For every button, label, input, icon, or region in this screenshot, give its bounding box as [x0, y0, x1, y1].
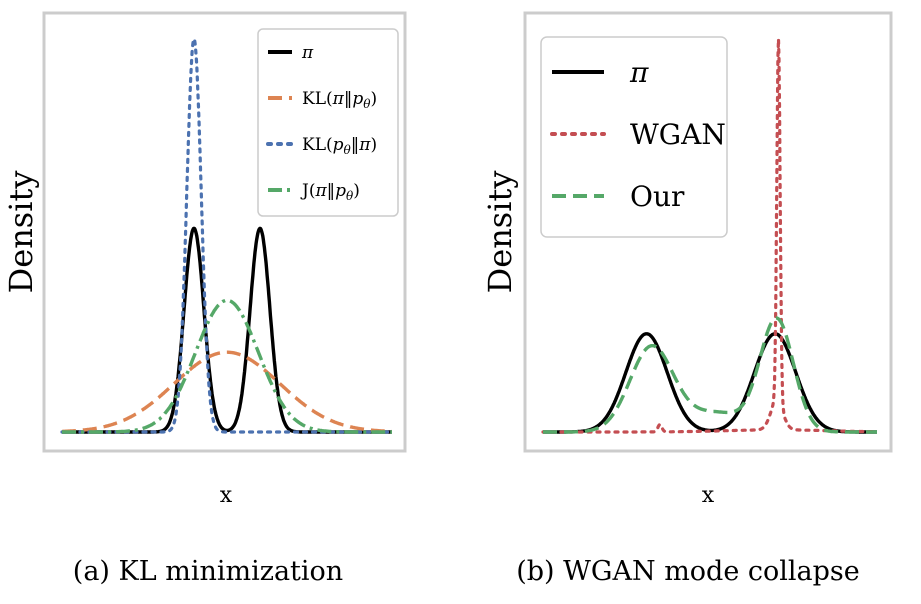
- legend-label-j-p: J(π‖pθ): [300, 181, 360, 203]
- legend-label-kl-p: KL(π‖pθ): [302, 89, 377, 111]
- series-line-kl-p: [62, 350, 392, 434]
- legend-label-our: Our: [630, 180, 685, 213]
- panel-a-ylabel: Density: [2, 171, 40, 294]
- panel-a-curves: [60, 35, 394, 434]
- panel-a-caption: (a) KL minimization: [73, 556, 343, 587]
- panel-b-ylabel: Density: [481, 171, 519, 294]
- panel-b-xlabel: x: [702, 483, 715, 508]
- panel-a-xlabel: x: [220, 483, 233, 508]
- panel-a-legend: π KL(π‖pθ) KL(pθ‖π) J(π‖pθ): [257, 28, 399, 217]
- series-line-wgan: [541, 38, 879, 434]
- legend-b-box: [540, 36, 728, 238]
- legend-label-kl-p: KL(pθ‖π): [302, 135, 377, 157]
- legend-label-pi: π: [629, 56, 649, 89]
- legend-label-wgan: WGAN: [630, 118, 726, 151]
- panel-b-wgan-mode-collapse: π WGAN Our x Density (b) WGAN mode collaps…: [481, 11, 893, 587]
- panel-b-curves: [541, 38, 879, 434]
- panel-a-kl-minimization: π KL(π‖pθ) KL(pθ‖π) J(π‖pθ) x Density (a) K…: [2, 11, 407, 587]
- panel-b-legend: π WGAN Our: [540, 36, 728, 238]
- series-line-j-p: [62, 298, 392, 434]
- panel-b-caption: (b) WGAN mode collapse: [516, 556, 860, 587]
- legend-label-pi: π: [301, 43, 314, 63]
- legend-a-box: [257, 28, 399, 217]
